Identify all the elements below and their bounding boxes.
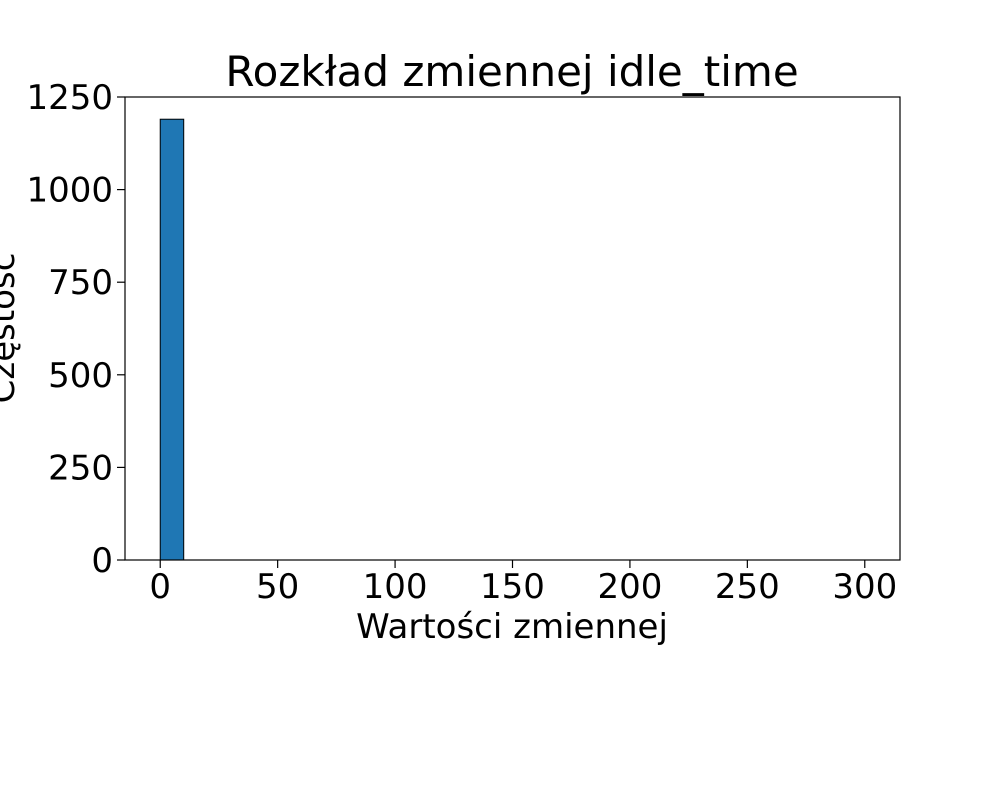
x-axis-label: Wartości zmiennej [356, 607, 668, 647]
y-tick-label: 250 [48, 448, 113, 488]
y-tick-label: 1000 [26, 171, 113, 211]
y-axis-label: Częstość [0, 253, 23, 404]
y-tick-label: 500 [48, 356, 113, 396]
x-tick-label: 0 [149, 567, 171, 607]
histogram-bar [159, 118, 185, 561]
y-tick-label: 0 [91, 541, 113, 581]
bars-group [159, 118, 185, 561]
x-tick-label: 300 [832, 567, 897, 607]
x-tick-label: 200 [597, 567, 662, 607]
x-tick-label: 250 [715, 567, 780, 607]
chart-title: Rozkład zmiennej idle_time [225, 47, 798, 96]
x-tick-label: 150 [480, 567, 545, 607]
x-axis-ticks: 0 50 100 150 200 250 300 [149, 560, 897, 607]
y-tick-label: 1250 [26, 78, 113, 118]
y-axis-ticks: 0 250 500 750 1000 1250 [26, 78, 125, 581]
plot-frame [124, 96, 901, 561]
x-tick-label: 100 [363, 567, 428, 607]
y-tick-label: 750 [48, 263, 113, 303]
x-tick-label: 50 [256, 567, 299, 607]
